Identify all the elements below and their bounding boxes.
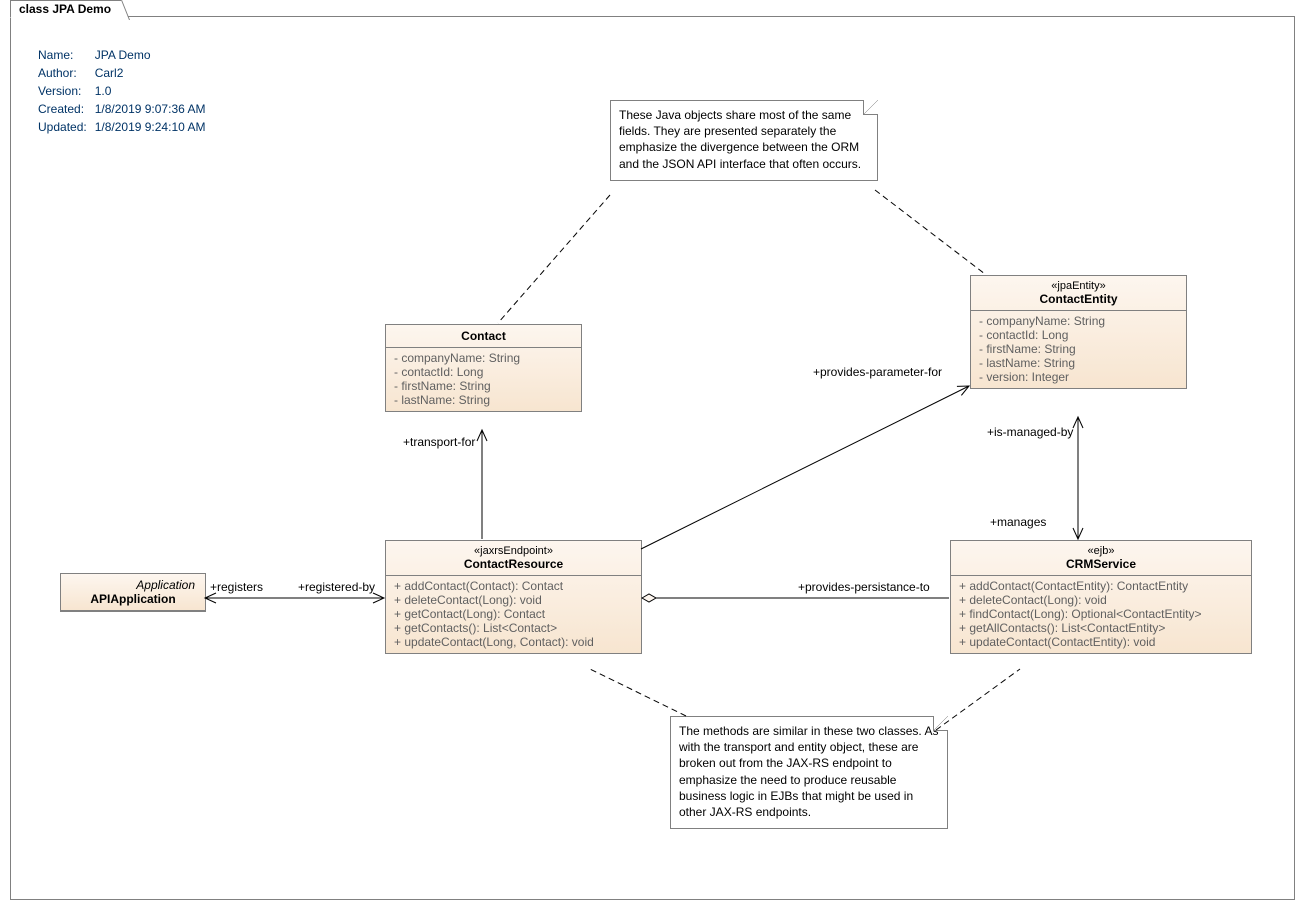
label-provides-persist: +provides-persistance-to — [798, 580, 930, 594]
class-name: APIApplication — [67, 592, 199, 606]
label-transport-for: +transport-for — [403, 435, 475, 449]
diagram-frame-title: class JPA Demo — [10, 0, 122, 18]
label-is-managed-by: +is-managed-by — [987, 425, 1073, 439]
note-bottom: The methods are similar in these two cla… — [670, 716, 948, 829]
label-registers: +registers — [210, 580, 263, 594]
class-contact-entity[interactable]: «jpaEntity» ContactEntity - companyName:… — [970, 275, 1187, 389]
class-super: Application — [67, 578, 199, 592]
class-api-application[interactable]: Application APIApplication — [60, 573, 206, 612]
class-contact[interactable]: Contact - companyName: String - contactI… — [385, 324, 582, 412]
label-registered-by: +registered-by — [298, 580, 375, 594]
class-contact-resource[interactable]: «jaxrsEndpoint» ContactResource + addCon… — [385, 540, 642, 654]
label-provides-param: +provides-parameter-for — [813, 365, 942, 379]
class-crm-service[interactable]: «ejb» CRMService + addContact(ContactEnt… — [950, 540, 1252, 654]
diagram-metadata: Name:JPA Demo Author:Carl2 Version:1.0 C… — [36, 46, 213, 138]
label-manages: +manages — [990, 515, 1046, 529]
note-top: These Java objects share most of the sam… — [610, 100, 878, 181]
